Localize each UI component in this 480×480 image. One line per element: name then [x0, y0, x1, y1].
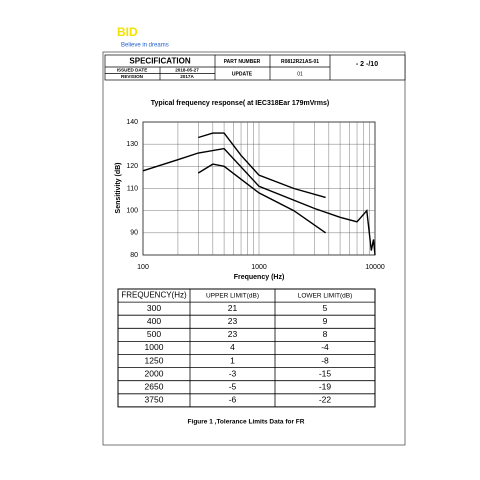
page-border	[102, 51, 406, 446]
table-cell: 23	[228, 316, 238, 326]
table-cell: -3	[229, 368, 237, 378]
table-cell: 2650	[145, 382, 164, 392]
series-line	[142, 147, 376, 256]
table-cell: 9	[323, 316, 328, 326]
x-axis-label: Frequency (Hz)	[234, 274, 285, 281]
update-label: UPDATE	[232, 71, 253, 77]
table-cell: -22	[319, 395, 332, 405]
y-tick-label: 90	[130, 230, 138, 237]
y-tick-label: 110	[127, 185, 138, 192]
slogan: Believe in dreams	[121, 43, 169, 49]
y-tick-label: 80	[130, 252, 138, 259]
table-header: LOWER LIMIT(dB)	[298, 292, 353, 299]
table-cell: 1250	[145, 355, 164, 365]
issued-date: 2018-05-27	[175, 68, 199, 73]
series-line	[197, 163, 327, 234]
table-cell: 1	[230, 355, 235, 365]
revision-label: REVISION	[121, 74, 144, 79]
x-tick-label: 10000	[365, 264, 385, 271]
table-cell: 3750	[145, 395, 164, 405]
table-cell: -8	[321, 355, 329, 365]
table-cell: -19	[319, 382, 332, 392]
table-cell: 500	[147, 329, 161, 339]
table-cell: -4	[321, 342, 329, 352]
revision: 2017A	[180, 74, 194, 79]
table-header: UPPER LIMIT(dB)	[206, 292, 259, 299]
table-cell: 1000	[145, 342, 164, 352]
spec-title: SPECIFICATION	[129, 57, 190, 66]
part-number-label: PART NUMBER	[224, 59, 261, 65]
x-tick-label: 1000	[251, 264, 267, 271]
caption: Figure 1 ,Tolerance Limits Data for FR	[188, 419, 305, 426]
table-cell: 8	[323, 329, 328, 339]
logo: BID	[117, 25, 138, 39]
table-cell: 4	[230, 342, 235, 352]
table-header: FREQUENCY(Hz)	[121, 291, 187, 300]
part-number: R0812R21AS-01	[281, 59, 319, 65]
y-axis-label: Sensitivity (dB)	[115, 163, 122, 214]
y-tick-label: 100	[126, 208, 138, 215]
table-cell: -5	[229, 382, 237, 392]
table-border	[117, 288, 376, 408]
issued-date-label: ISSUED DATE	[117, 68, 148, 73]
table-cell: 400	[147, 316, 161, 326]
table-cell: -6	[229, 395, 237, 405]
series-line	[198, 132, 326, 199]
x-tick-label: 100	[137, 264, 149, 271]
y-tick-label: 140	[126, 119, 138, 126]
y-tick-label: 120	[126, 163, 138, 170]
table-cell: 300	[147, 303, 161, 313]
update: 01	[297, 71, 303, 77]
table-cell: 23	[228, 329, 238, 339]
page-number: - 2 -/10	[356, 61, 378, 68]
table-cell: 21	[228, 303, 238, 313]
chart-title: Typical frequency response( at IEC318Ear…	[151, 100, 329, 107]
y-tick-label: 130	[126, 141, 138, 148]
table-cell: -15	[319, 368, 332, 378]
header-grid	[104, 54, 406, 81]
table-cell: 2000	[145, 368, 164, 378]
table-cell: 5	[323, 303, 328, 313]
